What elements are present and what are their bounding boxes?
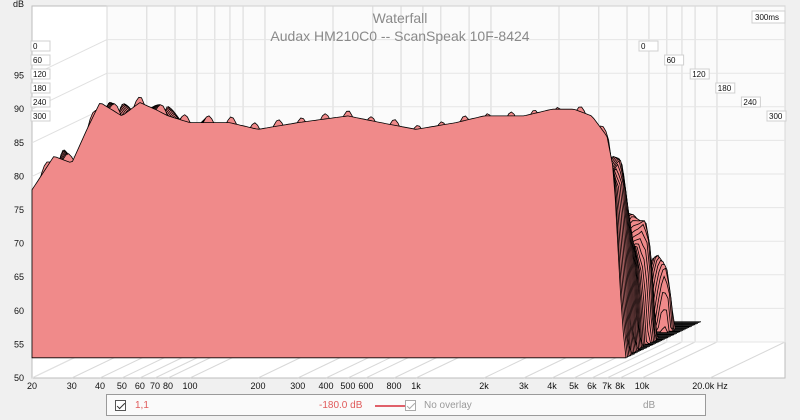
time-tag-left: 300	[33, 112, 47, 121]
x-tick-label: 3k	[519, 381, 529, 391]
x-tick-label: 5k	[569, 381, 579, 391]
floor-grid-line	[709, 341, 786, 379]
x-tick-label: 1k	[411, 381, 421, 391]
time-tag-box-left	[30, 96, 51, 108]
x-tick-label: 60	[135, 381, 145, 391]
x-tick-label: 50	[117, 381, 127, 391]
time-tag-box-left	[30, 110, 51, 122]
x-tick-label: 20	[27, 381, 37, 391]
time-tag-box-right	[715, 82, 736, 94]
series-name-label: 1,1	[135, 400, 149, 411]
x-tick-label: 200	[250, 381, 265, 391]
x-tick-label: 600	[358, 381, 373, 391]
x-tick-label: 20.0k Hz	[692, 381, 728, 391]
time-tag-box-left	[30, 54, 51, 66]
x-tick-label: 10k	[635, 381, 650, 391]
y-tick-label: 55	[14, 339, 24, 349]
time-max-box	[751, 10, 786, 24]
time-tag-box-right	[689, 68, 710, 80]
y-tick-label: 70	[14, 239, 24, 249]
x-tick-label: 500	[340, 381, 355, 391]
x-tick-label: 100	[182, 381, 197, 391]
time-tag-right: 180	[718, 84, 732, 93]
x-tick-label: 40	[95, 381, 105, 391]
time-tag-box-right	[638, 40, 659, 52]
x-tick-label: 7k	[602, 381, 612, 391]
overlay-label: No overlay	[424, 400, 472, 411]
time-tag-box-right	[664, 54, 685, 66]
floor-grid-line	[641, 341, 718, 379]
x-tick-label: 400	[319, 381, 334, 391]
time-tag-right: 240	[743, 98, 757, 107]
x-tick-label: 6k	[587, 381, 597, 391]
y-tick-label: 90	[14, 104, 24, 114]
legend-unit-label: dB	[643, 400, 656, 411]
x-tick-label: 4k	[547, 381, 557, 391]
x-tick-label: 800	[387, 381, 402, 391]
chart-subtitle: Audax HM210C0 -- ScanSpeak 10F-8424	[270, 28, 529, 44]
y-tick-label: 65	[14, 272, 24, 282]
time-max-label: 300ms	[755, 13, 779, 22]
x-tick-label: 30	[67, 381, 77, 391]
time-tag-box-right	[740, 96, 761, 108]
time-tag-left: 180	[33, 84, 47, 93]
x-tick-label: 80	[163, 381, 173, 391]
y-tick-label: 60	[14, 306, 24, 316]
time-tag-right: 120	[692, 70, 706, 79]
y-tick-label: 50	[14, 373, 24, 383]
time-tag-right: 300	[769, 112, 783, 121]
series-line-swatch	[375, 405, 407, 407]
y-tick-label: 75	[14, 205, 24, 215]
chart-title: Waterfall	[373, 10, 428, 26]
y-unit-label: dB	[13, 0, 24, 9]
x-tick-label: 8k	[615, 381, 625, 391]
time-tag-left: 0	[33, 42, 38, 51]
waterfall-slice	[31, 102, 627, 359]
time-tag-left: 240	[33, 98, 47, 107]
floor-grid-line	[619, 341, 696, 379]
series-checkbox[interactable]	[115, 400, 126, 411]
y-tick-label: 85	[14, 138, 24, 148]
y-tick-label: 80	[14, 171, 24, 181]
time-tag-box-left	[30, 40, 51, 52]
time-tag-box-left	[30, 68, 51, 80]
series-level-value: -180.0 dB	[319, 400, 363, 411]
x-tick-label: 70	[150, 381, 160, 391]
y-tick-label: 95	[14, 71, 24, 81]
floor-grid-line	[606, 341, 683, 379]
x-tick-label: 300	[290, 381, 305, 391]
floor-grid-line	[591, 341, 668, 379]
time-tag-box-right	[766, 110, 787, 122]
overlay-checkbox[interactable]	[405, 400, 416, 411]
time-tag-box-left	[30, 82, 51, 94]
legend-bar: 1,1 -180.0 dB No overlay dB	[106, 394, 706, 416]
x-tick-label: 2k	[479, 381, 489, 391]
time-tag-left: 60	[33, 56, 42, 65]
time-tag-right: 60	[667, 56, 676, 65]
time-tag-right: 0	[641, 42, 646, 51]
time-tag-left: 120	[33, 70, 47, 79]
